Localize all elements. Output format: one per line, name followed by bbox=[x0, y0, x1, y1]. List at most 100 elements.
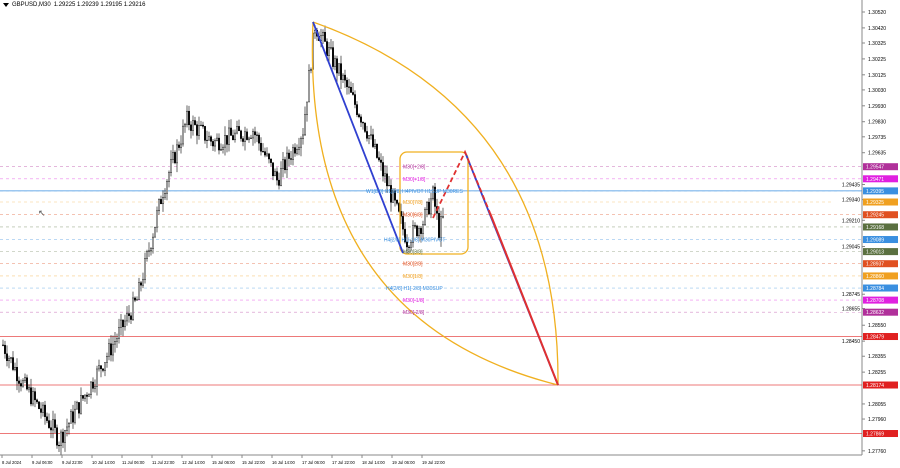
candle-body bbox=[56, 427, 59, 446]
candle-body bbox=[296, 149, 299, 154]
candle-body bbox=[52, 419, 55, 431]
candle-body bbox=[388, 185, 391, 187]
price-tag-value: 1.28860 bbox=[866, 274, 884, 280]
candle-body bbox=[177, 144, 180, 148]
candle-body bbox=[48, 420, 51, 428]
candle-body bbox=[32, 391, 35, 405]
candle-body bbox=[290, 158, 293, 160]
candle-body bbox=[350, 87, 353, 93]
candle-body bbox=[258, 134, 261, 144]
price-tag-value: 1.28479 bbox=[866, 335, 884, 341]
candle-body bbox=[330, 47, 333, 49]
candle-body bbox=[179, 143, 182, 148]
candle-body bbox=[352, 92, 355, 95]
candle-body bbox=[189, 124, 192, 131]
time-tick-label: 11 Jul 06:00 bbox=[122, 460, 145, 465]
candle-body bbox=[268, 153, 271, 160]
mouse-cursor-icon: ↖ bbox=[38, 208, 46, 218]
candle-body bbox=[65, 426, 68, 431]
candle-body bbox=[28, 387, 31, 390]
level-label: M30[+1/8] bbox=[403, 177, 426, 183]
price-tag-value: 1.29013 bbox=[866, 250, 884, 256]
candle-body bbox=[380, 159, 383, 163]
candle-body bbox=[396, 200, 399, 204]
candle-body bbox=[324, 31, 327, 42]
candle-body bbox=[209, 136, 212, 142]
price-tick-label: 1.30420 bbox=[868, 26, 886, 32]
candle-body bbox=[237, 126, 240, 132]
level-label: H4[2/8] H1[-2/8] M30SUP bbox=[386, 286, 443, 292]
candle-body bbox=[147, 250, 150, 252]
candle-body bbox=[211, 141, 214, 147]
candle-body bbox=[378, 157, 381, 161]
candle-body bbox=[390, 185, 393, 203]
candle-body bbox=[119, 319, 122, 328]
price-tick-label: 1.29930 bbox=[868, 104, 886, 110]
candle-body bbox=[171, 152, 174, 160]
candle-body bbox=[304, 114, 307, 136]
price-tick-label-bg bbox=[834, 196, 861, 204]
price-tick-label-bg bbox=[834, 243, 861, 251]
candle-body bbox=[185, 110, 188, 125]
candle-body bbox=[418, 228, 421, 237]
candle-body bbox=[111, 343, 114, 356]
level-label: M30[6/8] bbox=[403, 213, 423, 219]
level-label: M30[2/8] bbox=[403, 262, 423, 268]
candle-body bbox=[420, 228, 423, 234]
candle-body bbox=[131, 297, 134, 320]
candle-body bbox=[11, 357, 14, 370]
candle-body bbox=[282, 159, 285, 169]
candle-body bbox=[155, 210, 158, 228]
dropdown-triangle-icon[interactable] bbox=[3, 3, 9, 7]
candle-body bbox=[424, 209, 427, 225]
price-tick-label: 1.28255 bbox=[868, 370, 886, 376]
candle-body bbox=[386, 173, 389, 187]
candle-body bbox=[370, 134, 373, 136]
candle-body bbox=[408, 246, 411, 248]
price-tick-label-bg bbox=[834, 181, 861, 189]
candle-body bbox=[340, 63, 343, 80]
price-tag bbox=[863, 308, 898, 316]
candle-body bbox=[149, 248, 152, 252]
price-tick-label: 1.29635 bbox=[868, 151, 886, 157]
level-label: M30[-2/8] bbox=[403, 310, 425, 316]
price-tick-label-bg bbox=[834, 216, 861, 224]
candle-body bbox=[372, 134, 375, 147]
candle-body bbox=[169, 159, 172, 173]
candle-body bbox=[157, 199, 160, 212]
price-tick-label: 1.28355 bbox=[868, 354, 886, 360]
candle-body bbox=[73, 408, 76, 423]
symbol-label: GBPUSD,M30 bbox=[12, 2, 51, 8]
price-tag-value: 1.29168 bbox=[866, 225, 884, 231]
price-tick-label: 1.30325 bbox=[868, 41, 886, 47]
candle-body bbox=[302, 134, 305, 139]
candle-body bbox=[167, 172, 170, 182]
price-tag-value: 1.29471 bbox=[866, 177, 884, 183]
candle-body bbox=[38, 401, 41, 409]
candle-body bbox=[18, 380, 21, 384]
candle-body bbox=[294, 147, 297, 154]
candle-body bbox=[229, 127, 232, 136]
candle-body bbox=[117, 327, 120, 339]
price-tick-label: 1.28745 bbox=[842, 292, 860, 298]
candle-body bbox=[3, 344, 6, 354]
drawing-objects[interactable] bbox=[311, 21, 559, 386]
candle-body bbox=[270, 158, 273, 163]
candle-body bbox=[440, 216, 443, 238]
candle-body bbox=[83, 394, 86, 399]
candle-body bbox=[139, 282, 142, 286]
price-tick-label-bg bbox=[834, 337, 861, 345]
price-tick-label: 1.29735 bbox=[868, 135, 886, 141]
candle-body bbox=[87, 394, 90, 397]
candle-body bbox=[256, 134, 259, 136]
chart-title: GBPUSD,M30 1.29225 1.29239 1.29195 1.292… bbox=[3, 2, 145, 8]
candle-body bbox=[5, 353, 8, 362]
candle-body bbox=[374, 143, 377, 147]
candle-body bbox=[60, 431, 63, 446]
price-tag bbox=[863, 333, 898, 341]
candle-body bbox=[26, 377, 29, 390]
candle-body bbox=[280, 168, 283, 186]
candle-body bbox=[85, 394, 88, 397]
level-label: M30[1/8] bbox=[403, 274, 423, 280]
